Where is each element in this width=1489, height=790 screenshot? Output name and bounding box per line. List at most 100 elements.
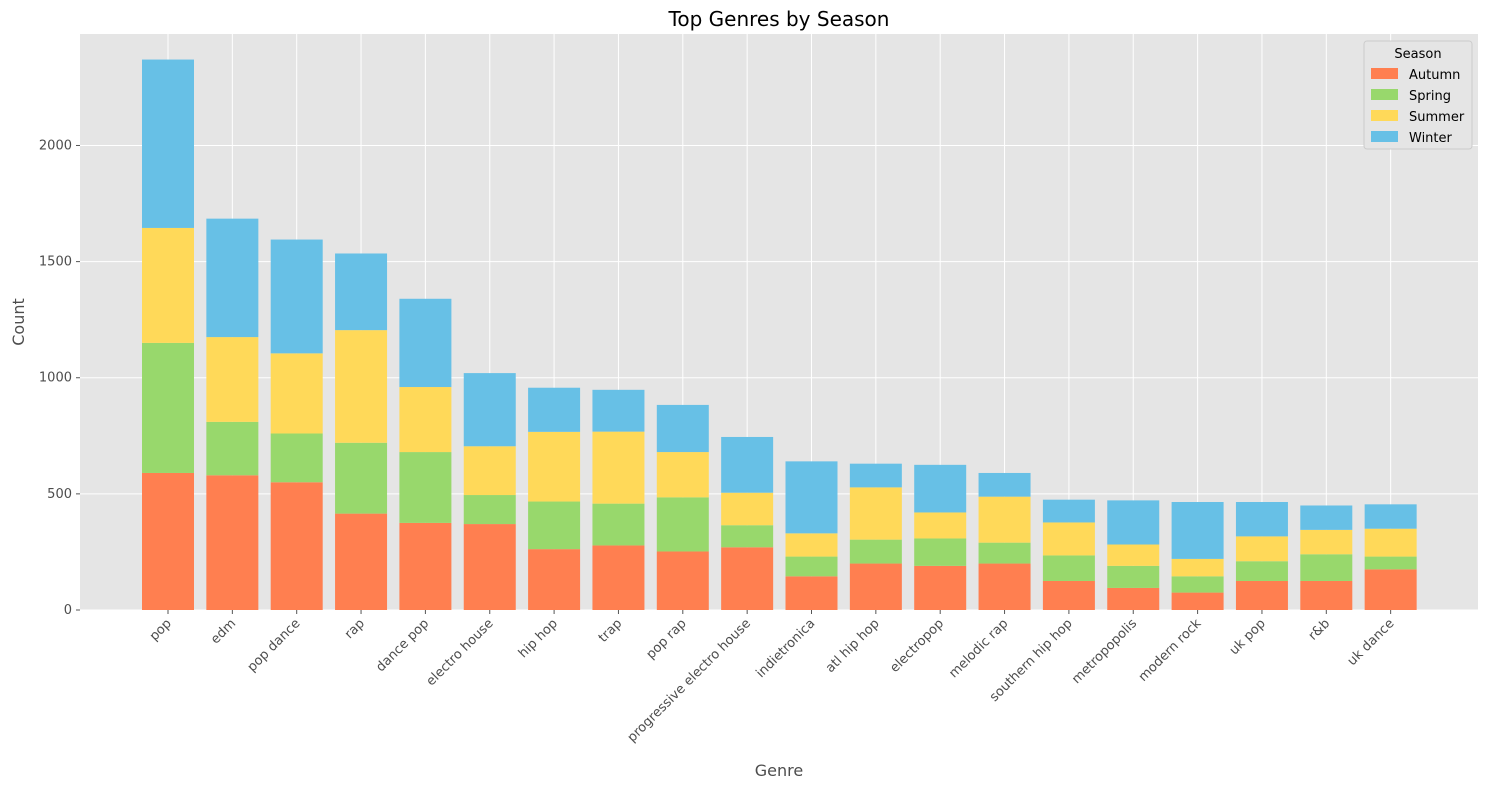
bar-summer: [142, 227, 194, 343]
bar-summer: [978, 496, 1031, 543]
x-tick-label: r&b: [1306, 616, 1333, 643]
y-tick-label: 0: [64, 603, 72, 618]
bar-summer: [1235, 536, 1288, 562]
bar-spring: [978, 542, 1031, 564]
bar-autumn: [142, 472, 194, 610]
bar-spring: [1364, 556, 1417, 570]
legend-swatch-winter: [1371, 131, 1398, 142]
bar-winter: [592, 389, 645, 432]
bar-spring: [528, 501, 581, 550]
bar-winter: [142, 59, 194, 228]
bar-autumn: [1042, 580, 1095, 610]
y-tick-label: 500: [47, 487, 72, 502]
x-tick-label: edm: [208, 616, 239, 647]
bar-summer: [656, 452, 709, 498]
bar-winter: [399, 298, 452, 388]
bar-winter: [914, 464, 967, 513]
bar-spring: [1042, 555, 1095, 581]
bar-spring: [849, 539, 902, 564]
bar-autumn: [528, 549, 581, 610]
bar-summer: [1364, 528, 1417, 557]
legend-swatch-summer: [1371, 110, 1398, 121]
x-tick-label: uk dance: [1345, 616, 1398, 669]
bar-spring: [463, 495, 516, 525]
y-tick-label: 1500: [39, 255, 72, 270]
bar-summer: [335, 330, 388, 443]
bar-summer: [399, 387, 452, 453]
y-tick-label: 1000: [39, 371, 72, 386]
bar-spring: [335, 442, 388, 514]
legend-label-winter: Winter: [1409, 131, 1453, 146]
x-tick-label: hip hop: [516, 616, 561, 661]
legend: Season Autumn Spring Summer Winter: [1363, 40, 1473, 150]
bar-winter: [335, 253, 388, 331]
bar-summer: [270, 353, 323, 434]
bar-winter: [1235, 502, 1288, 537]
bar-summer: [528, 431, 581, 502]
bar-winter: [656, 404, 709, 453]
bar-winter: [1364, 504, 1417, 529]
x-tick-label: modern rock: [1136, 616, 1205, 685]
bar-autumn: [399, 522, 452, 610]
bar-spring: [142, 342, 194, 473]
bar-spring: [914, 538, 967, 566]
bar-autumn: [1235, 580, 1288, 610]
bar-autumn: [270, 482, 323, 610]
bar-summer: [1042, 522, 1095, 556]
bar-spring: [206, 421, 259, 476]
bar-spring: [656, 497, 709, 552]
legend-swatch-spring: [1371, 89, 1398, 100]
bar-summer: [206, 337, 259, 422]
bar-autumn: [849, 563, 902, 610]
bar-spring: [1171, 576, 1224, 593]
bar-winter: [849, 463, 902, 488]
x-tick-label: dance pop: [373, 616, 432, 675]
bar-spring: [592, 503, 645, 546]
legend-label-autumn: Autumn: [1409, 68, 1460, 83]
bar-winter: [721, 436, 774, 493]
bar-winter: [1042, 499, 1095, 523]
bar-autumn: [463, 524, 516, 610]
x-tick-label: trap: [596, 616, 625, 645]
bar-winter: [463, 373, 516, 447]
x-tick-label: metropopolis: [1069, 616, 1140, 687]
bar-autumn: [1171, 592, 1224, 610]
bar-spring: [1235, 561, 1288, 581]
legend-items: Autumn Spring Summer Winter: [1371, 68, 1465, 146]
x-tick-label: electropop: [887, 616, 947, 676]
bar-autumn: [1300, 580, 1353, 610]
bar-autumn: [1107, 587, 1160, 610]
bar-summer: [914, 512, 967, 539]
bar-autumn: [335, 513, 388, 610]
bar-summer: [1300, 529, 1353, 555]
bar-spring: [399, 452, 452, 523]
bar-spring: [721, 525, 774, 548]
bars: [142, 59, 1417, 610]
x-tick-label: uk pop: [1227, 616, 1269, 658]
legend-label-spring: Spring: [1409, 89, 1451, 104]
bar-autumn: [785, 576, 838, 610]
legend-title: Season: [1394, 47, 1441, 62]
bar-autumn: [978, 563, 1031, 610]
bar-winter: [270, 239, 323, 354]
bar-autumn: [206, 475, 259, 610]
x-tick-label: pop: [147, 616, 175, 644]
bar-autumn: [1364, 569, 1417, 610]
x-tick-label: atl hip hop: [823, 616, 883, 676]
y-axis-ticks: 0 500 1000 1500 2000: [39, 138, 80, 618]
x-tick-label: pop dance: [245, 616, 304, 675]
bar-autumn: [656, 551, 709, 610]
bar-autumn: [721, 547, 774, 610]
bar-winter: [528, 387, 581, 432]
bar-winter: [1107, 500, 1160, 545]
bar-summer: [721, 492, 774, 526]
bar-summer: [463, 446, 516, 496]
bar-spring: [1300, 554, 1353, 581]
x-tick-label: electro house: [424, 616, 497, 689]
bar-winter: [785, 461, 838, 534]
bar-summer: [785, 533, 838, 557]
bar-spring: [785, 556, 838, 577]
legend-label-summer: Summer: [1409, 110, 1465, 125]
